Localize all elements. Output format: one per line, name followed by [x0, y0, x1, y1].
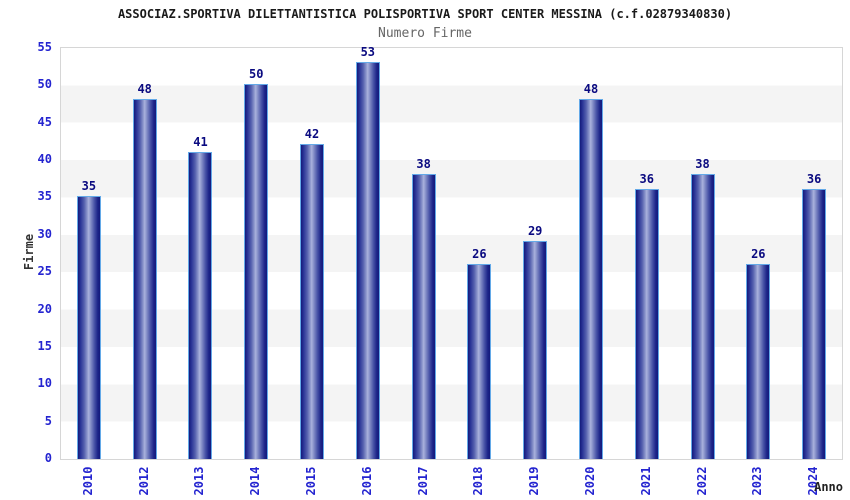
- x-tick-label-2021: 2021: [638, 466, 653, 496]
- bar-value-label: 53: [360, 44, 376, 59]
- bar-2017: [411, 174, 436, 459]
- bar-value-label: 29: [527, 224, 543, 239]
- x-tick-label-2017: 2017: [415, 466, 430, 496]
- y-tick-label: 40: [37, 152, 52, 167]
- bar-2013: [188, 151, 213, 459]
- bar-2021: [634, 188, 659, 459]
- bar-value-label: 48: [583, 82, 599, 97]
- bar-value-label: 38: [695, 157, 710, 172]
- bar-value-label: 26: [472, 246, 487, 261]
- x-tick-label-2018: 2018: [471, 466, 486, 496]
- y-tick-label: 10: [37, 376, 52, 391]
- bar-value-label: 36: [806, 171, 822, 186]
- y-tick-label: 25: [37, 264, 52, 279]
- bar-2019: [523, 241, 548, 459]
- y-tick-label: 5: [44, 413, 52, 428]
- bar-value-label: 36: [639, 171, 654, 186]
- bar-value-label: 42: [304, 127, 320, 142]
- x-tick-label-2016: 2016: [359, 466, 374, 496]
- y-tick-label: 45: [37, 114, 52, 129]
- x-tick-label-2014: 2014: [248, 466, 263, 496]
- bar-2016: [355, 61, 380, 459]
- bar-2015: [300, 144, 325, 459]
- y-tick-label: 30: [37, 226, 52, 241]
- y-tick-label: 35: [37, 189, 52, 204]
- bar-2018: [467, 263, 492, 459]
- x-tick-label-2010: 2010: [80, 466, 95, 496]
- bar-2024: [802, 188, 827, 459]
- bar-2014: [244, 84, 269, 459]
- bar-2010: [76, 196, 101, 459]
- chart-subtitle: Numero Firme: [378, 26, 472, 41]
- x-tick-label-2012: 2012: [136, 466, 151, 496]
- chart-title: ASSOCIAZ.SPORTIVA DILETTANTISTICA POLISP…: [117, 7, 733, 21]
- bar-2023: [746, 263, 771, 459]
- y-tick-label: 0: [44, 451, 52, 465]
- y-tick-label: 50: [37, 77, 52, 92]
- bar-2020: [578, 99, 603, 459]
- y-tick-label: 20: [37, 301, 52, 316]
- x-tick-label-2019: 2019: [527, 466, 542, 496]
- bar-value-label: 50: [249, 67, 264, 82]
- y-tick-label: 15: [37, 338, 52, 353]
- x-tick-label-2022: 2022: [694, 466, 709, 496]
- bar-value-label: 48: [137, 82, 152, 97]
- bar-value-label: 41: [193, 134, 208, 149]
- plot-area: 35 48 41 50 42 53 38 26 29 48 36 38 26 36: [60, 44, 843, 460]
- bar-value-label: 38: [416, 157, 431, 172]
- bar-2012: [132, 99, 157, 459]
- bar-value-label: 35: [81, 179, 97, 194]
- y-tick-label: 55: [37, 40, 52, 54]
- x-tick-label-2015: 2015: [304, 466, 319, 496]
- bar-value-label: 26: [751, 246, 766, 261]
- x-tick-label-2013: 2013: [192, 466, 207, 496]
- x-tick-label-2020: 2020: [582, 466, 597, 496]
- x-axis-title: Anno: [814, 480, 843, 494]
- x-tick-label-2023: 2023: [750, 466, 765, 496]
- bar-2022: [690, 174, 715, 459]
